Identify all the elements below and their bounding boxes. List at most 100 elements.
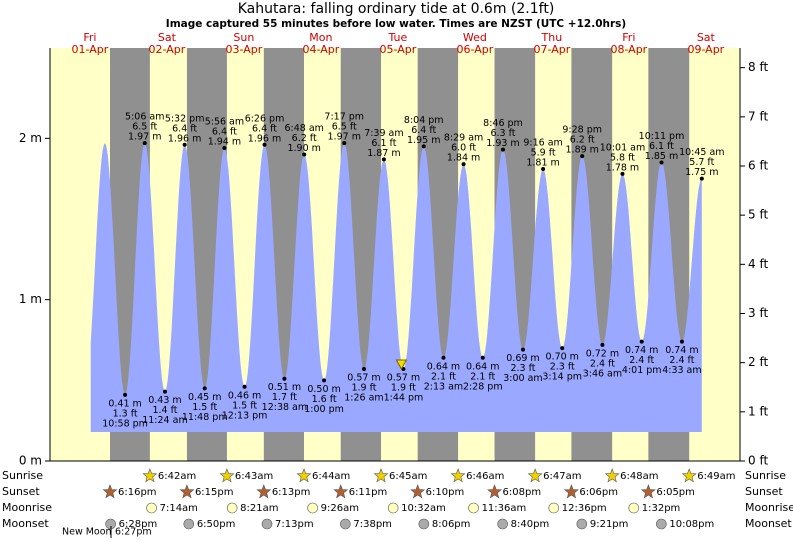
tide-ft: 2.3 ft bbox=[550, 362, 575, 373]
sunset-icon bbox=[256, 484, 272, 499]
row-label: Moonset bbox=[2, 517, 49, 530]
day-date: 02-Apr bbox=[149, 43, 186, 56]
tide-point bbox=[361, 367, 366, 372]
tide-m: 1.94 m bbox=[208, 137, 241, 148]
day-name: Mon bbox=[309, 31, 332, 44]
tide-point bbox=[620, 171, 625, 176]
sunrise-time: 6:47am bbox=[543, 471, 581, 482]
tide-m: 0.51 m bbox=[268, 382, 301, 393]
day-date: 03-Apr bbox=[226, 43, 263, 56]
sunset-icon bbox=[410, 484, 426, 499]
tide-m: 0.64 m bbox=[466, 361, 499, 372]
sunset-time: 6:10pm bbox=[426, 487, 465, 498]
tide-ft: 1.3 ft bbox=[113, 408, 138, 419]
day-date: 09-Apr bbox=[687, 43, 724, 56]
day-name: Sat bbox=[158, 31, 177, 44]
tide-m: 1.84 m bbox=[447, 153, 480, 164]
sunset-time: 6:05pm bbox=[656, 487, 695, 498]
tide-m: 0.64 m bbox=[427, 361, 460, 372]
tide-point bbox=[480, 355, 485, 360]
tide-m: 1.96 m bbox=[248, 133, 281, 144]
tide-time: 5:06 am bbox=[125, 112, 164, 123]
day-name: Tue bbox=[387, 31, 407, 44]
row-label: Sunrise bbox=[2, 469, 43, 482]
tide-m: 0.72 m bbox=[586, 348, 619, 359]
tide-ft: 1.5 ft bbox=[192, 402, 217, 413]
tide-time: 8:04 pm bbox=[404, 115, 444, 126]
sunrise-icon bbox=[450, 468, 466, 483]
tide-point bbox=[461, 162, 466, 167]
tide-time: 1:44 pm bbox=[384, 393, 424, 404]
tide-point bbox=[282, 376, 287, 381]
sunrise-time: 6:48am bbox=[620, 471, 658, 482]
tide-ft: 1.9 ft bbox=[351, 383, 376, 394]
tide-time: 2:28 pm bbox=[463, 381, 503, 392]
tide-m: 1.93 m bbox=[486, 138, 519, 149]
sunrise-time: 6:43am bbox=[235, 471, 273, 482]
tide-point bbox=[500, 147, 505, 152]
tide-m: 1.78 m bbox=[606, 162, 639, 173]
chart-subtitle: Image captured 55 minutes before low wat… bbox=[166, 18, 626, 30]
sunset-time: 6:15pm bbox=[195, 487, 234, 498]
tide-m: 1.85 m bbox=[645, 151, 678, 162]
day-date: 07-Apr bbox=[533, 43, 570, 56]
tide-time: 12:38 am bbox=[262, 402, 307, 413]
tide-m: 1.96 m bbox=[168, 133, 201, 144]
y-tick-label: 0 m bbox=[19, 454, 42, 468]
tide-ft: 6.2 ft bbox=[570, 135, 595, 146]
tide-m: 0.57 m bbox=[387, 373, 420, 384]
y2-tick-label: 2 ft bbox=[748, 355, 768, 369]
tide-ft: 2.4 ft bbox=[669, 355, 694, 366]
tide-m: 0.43 m bbox=[148, 395, 181, 406]
moonset-time: 7:13pm bbox=[275, 519, 314, 530]
y2-tick-label: 4 ft bbox=[748, 257, 768, 271]
y2-tick-label: 8 ft bbox=[748, 60, 768, 74]
sunrise-time: 6:46am bbox=[466, 471, 504, 482]
tide-point bbox=[659, 160, 664, 165]
sunrise-icon bbox=[142, 468, 158, 483]
tide-point bbox=[600, 342, 605, 347]
tide-m: 0.46 m bbox=[228, 390, 261, 401]
moonrise-time: 8:21am bbox=[240, 503, 278, 514]
day-name: Sun bbox=[233, 31, 254, 44]
sunset-time: 6:11pm bbox=[349, 487, 388, 498]
moonset-icon bbox=[340, 518, 351, 530]
tide-time: 3:46 am bbox=[583, 368, 622, 379]
tide-m: 1.97 m bbox=[328, 132, 361, 143]
tide-m: 0.57 m bbox=[347, 373, 380, 384]
tide-ft: 1.9 ft bbox=[391, 383, 416, 394]
tide-ft: 5.9 ft bbox=[531, 147, 556, 158]
tide-ft: 6.1 ft bbox=[649, 141, 674, 152]
moonset-time: 6:50pm bbox=[197, 519, 236, 530]
tide-time: 10:58 pm bbox=[102, 418, 148, 429]
sunset-time: 6:16pm bbox=[118, 487, 157, 498]
tide-time: 10:45 am bbox=[679, 147, 724, 158]
tide-ft: 6.4 ft bbox=[252, 123, 277, 134]
row-label: Sunset bbox=[2, 485, 40, 498]
moonrise-icon bbox=[468, 502, 479, 514]
y-tick-label: 1 m bbox=[19, 292, 42, 306]
sunrise-time: 6:45am bbox=[389, 471, 427, 482]
tide-time: 11:48 pm bbox=[182, 412, 228, 423]
tide-time: 5:56 am bbox=[205, 117, 244, 128]
tide-time: 3:00 am bbox=[503, 373, 542, 384]
sunset-time: 6:08pm bbox=[503, 487, 542, 498]
day-date: 05-Apr bbox=[379, 43, 416, 56]
tide-point bbox=[262, 142, 267, 147]
tide-m: 0.41 m bbox=[108, 398, 141, 409]
y2-tick-label: 7 ft bbox=[748, 109, 768, 123]
tide-ft: 2.4 ft bbox=[590, 358, 615, 369]
sunrise-icon bbox=[373, 468, 389, 483]
tide-point bbox=[242, 384, 247, 389]
tide-time: 9:16 am bbox=[523, 137, 562, 148]
y2-tick-label: 1 ft bbox=[748, 404, 768, 418]
tide-time: 10:01 am bbox=[600, 142, 645, 153]
tide-m: 0.45 m bbox=[188, 392, 221, 403]
sunset-icon bbox=[640, 484, 656, 499]
tide-time: 1:00 pm bbox=[304, 404, 344, 415]
moonrise-time: 9:26am bbox=[321, 503, 359, 514]
tide-ft: 1.5 ft bbox=[232, 400, 257, 411]
moonset-icon bbox=[656, 518, 667, 530]
tide-time: 7:39 am bbox=[364, 128, 403, 139]
day-name: Fri bbox=[83, 31, 96, 44]
